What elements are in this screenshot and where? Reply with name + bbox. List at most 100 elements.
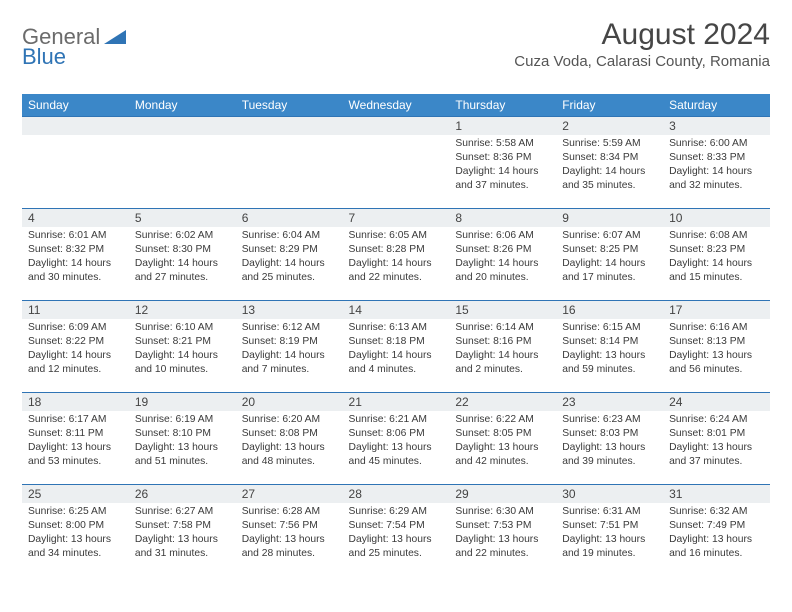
day-number	[343, 116, 450, 135]
calendar-week-row: 4Sunrise: 6:01 AMSunset: 8:32 PMDaylight…	[22, 208, 770, 300]
day-of-week-header: Wednesday	[343, 94, 450, 116]
day-number: 14	[343, 300, 450, 319]
month-title: August 2024	[514, 18, 770, 51]
day-details: Sunrise: 5:59 AMSunset: 8:34 PMDaylight:…	[556, 135, 663, 197]
logo-text-blue: Blue	[22, 44, 66, 69]
header: General August 2024 Cuza Voda, Calarasi …	[22, 18, 770, 70]
day-number: 8	[449, 208, 556, 227]
calendar-day-cell: 14Sunrise: 6:13 AMSunset: 8:18 PMDayligh…	[343, 300, 450, 392]
day-details: Sunrise: 6:30 AMSunset: 7:53 PMDaylight:…	[449, 503, 556, 565]
day-details: Sunrise: 6:22 AMSunset: 8:05 PMDaylight:…	[449, 411, 556, 473]
day-number: 17	[663, 300, 770, 319]
day-details: Sunrise: 6:00 AMSunset: 8:33 PMDaylight:…	[663, 135, 770, 197]
day-of-week-header: Tuesday	[236, 94, 343, 116]
calendar-day-cell: 23Sunrise: 6:23 AMSunset: 8:03 PMDayligh…	[556, 392, 663, 484]
day-details: Sunrise: 6:19 AMSunset: 8:10 PMDaylight:…	[129, 411, 236, 473]
day-number: 29	[449, 484, 556, 503]
calendar-day-cell	[129, 116, 236, 208]
day-details: Sunrise: 6:14 AMSunset: 8:16 PMDaylight:…	[449, 319, 556, 381]
calendar-week-row: 1Sunrise: 5:58 AMSunset: 8:36 PMDaylight…	[22, 116, 770, 208]
day-number: 1	[449, 116, 556, 135]
day-details: Sunrise: 6:28 AMSunset: 7:56 PMDaylight:…	[236, 503, 343, 565]
day-number: 31	[663, 484, 770, 503]
calendar-day-cell: 11Sunrise: 6:09 AMSunset: 8:22 PMDayligh…	[22, 300, 129, 392]
day-details: Sunrise: 6:12 AMSunset: 8:19 PMDaylight:…	[236, 319, 343, 381]
day-number: 26	[129, 484, 236, 503]
day-details: Sunrise: 6:25 AMSunset: 8:00 PMDaylight:…	[22, 503, 129, 565]
day-details: Sunrise: 6:15 AMSunset: 8:14 PMDaylight:…	[556, 319, 663, 381]
day-details: Sunrise: 6:20 AMSunset: 8:08 PMDaylight:…	[236, 411, 343, 473]
calendar-day-cell: 22Sunrise: 6:22 AMSunset: 8:05 PMDayligh…	[449, 392, 556, 484]
day-details: Sunrise: 6:27 AMSunset: 7:58 PMDaylight:…	[129, 503, 236, 565]
day-details: Sunrise: 6:24 AMSunset: 8:01 PMDaylight:…	[663, 411, 770, 473]
day-details: Sunrise: 6:04 AMSunset: 8:29 PMDaylight:…	[236, 227, 343, 289]
day-number: 30	[556, 484, 663, 503]
calendar-day-cell: 13Sunrise: 6:12 AMSunset: 8:19 PMDayligh…	[236, 300, 343, 392]
calendar-day-cell: 15Sunrise: 6:14 AMSunset: 8:16 PMDayligh…	[449, 300, 556, 392]
day-number	[22, 116, 129, 135]
calendar-day-cell: 4Sunrise: 6:01 AMSunset: 8:32 PMDaylight…	[22, 208, 129, 300]
calendar-table: SundayMondayTuesdayWednesdayThursdayFrid…	[22, 94, 770, 576]
calendar-day-cell: 19Sunrise: 6:19 AMSunset: 8:10 PMDayligh…	[129, 392, 236, 484]
day-details: Sunrise: 5:58 AMSunset: 8:36 PMDaylight:…	[449, 135, 556, 197]
calendar-day-cell: 24Sunrise: 6:24 AMSunset: 8:01 PMDayligh…	[663, 392, 770, 484]
day-details: Sunrise: 6:16 AMSunset: 8:13 PMDaylight:…	[663, 319, 770, 381]
day-details: Sunrise: 6:07 AMSunset: 8:25 PMDaylight:…	[556, 227, 663, 289]
day-details: Sunrise: 6:17 AMSunset: 8:11 PMDaylight:…	[22, 411, 129, 473]
calendar-day-cell	[343, 116, 450, 208]
title-block: August 2024 Cuza Voda, Calarasi County, …	[514, 18, 770, 70]
calendar-day-cell: 21Sunrise: 6:21 AMSunset: 8:06 PMDayligh…	[343, 392, 450, 484]
calendar-day-cell: 30Sunrise: 6:31 AMSunset: 7:51 PMDayligh…	[556, 484, 663, 576]
day-of-week-row: SundayMondayTuesdayWednesdayThursdayFrid…	[22, 94, 770, 116]
day-number: 20	[236, 392, 343, 411]
day-details: Sunrise: 6:05 AMSunset: 8:28 PMDaylight:…	[343, 227, 450, 289]
day-number: 4	[22, 208, 129, 227]
calendar-day-cell: 2Sunrise: 5:59 AMSunset: 8:34 PMDaylight…	[556, 116, 663, 208]
day-number: 28	[343, 484, 450, 503]
calendar-day-cell	[236, 116, 343, 208]
day-number: 22	[449, 392, 556, 411]
calendar-day-cell: 12Sunrise: 6:10 AMSunset: 8:21 PMDayligh…	[129, 300, 236, 392]
day-number: 12	[129, 300, 236, 319]
calendar-body: 1Sunrise: 5:58 AMSunset: 8:36 PMDaylight…	[22, 116, 770, 576]
day-details: Sunrise: 6:21 AMSunset: 8:06 PMDaylight:…	[343, 411, 450, 473]
calendar-day-cell: 26Sunrise: 6:27 AMSunset: 7:58 PMDayligh…	[129, 484, 236, 576]
day-number: 13	[236, 300, 343, 319]
calendar-day-cell	[22, 116, 129, 208]
calendar-day-cell: 9Sunrise: 6:07 AMSunset: 8:25 PMDaylight…	[556, 208, 663, 300]
calendar-day-cell: 3Sunrise: 6:00 AMSunset: 8:33 PMDaylight…	[663, 116, 770, 208]
day-details: Sunrise: 6:01 AMSunset: 8:32 PMDaylight:…	[22, 227, 129, 289]
day-number	[129, 116, 236, 135]
day-number: 2	[556, 116, 663, 135]
day-number: 6	[236, 208, 343, 227]
day-number: 5	[129, 208, 236, 227]
calendar-week-row: 25Sunrise: 6:25 AMSunset: 8:00 PMDayligh…	[22, 484, 770, 576]
calendar-day-cell: 16Sunrise: 6:15 AMSunset: 8:14 PMDayligh…	[556, 300, 663, 392]
day-details: Sunrise: 6:10 AMSunset: 8:21 PMDaylight:…	[129, 319, 236, 381]
logo-blue-wrapper: Blue	[22, 44, 66, 70]
day-number: 7	[343, 208, 450, 227]
day-details: Sunrise: 6:29 AMSunset: 7:54 PMDaylight:…	[343, 503, 450, 565]
calendar-day-cell: 8Sunrise: 6:06 AMSunset: 8:26 PMDaylight…	[449, 208, 556, 300]
day-number: 10	[663, 208, 770, 227]
day-number	[236, 116, 343, 135]
day-number: 16	[556, 300, 663, 319]
day-of-week-header: Monday	[129, 94, 236, 116]
day-details: Sunrise: 6:32 AMSunset: 7:49 PMDaylight:…	[663, 503, 770, 565]
day-details: Sunrise: 6:23 AMSunset: 8:03 PMDaylight:…	[556, 411, 663, 473]
day-number: 11	[22, 300, 129, 319]
calendar-day-cell: 5Sunrise: 6:02 AMSunset: 8:30 PMDaylight…	[129, 208, 236, 300]
day-details: Sunrise: 6:13 AMSunset: 8:18 PMDaylight:…	[343, 319, 450, 381]
day-number: 9	[556, 208, 663, 227]
day-number: 19	[129, 392, 236, 411]
day-number: 25	[22, 484, 129, 503]
day-number: 15	[449, 300, 556, 319]
day-details: Sunrise: 6:02 AMSunset: 8:30 PMDaylight:…	[129, 227, 236, 289]
day-number: 3	[663, 116, 770, 135]
calendar-day-cell: 29Sunrise: 6:30 AMSunset: 7:53 PMDayligh…	[449, 484, 556, 576]
day-of-week-header: Sunday	[22, 94, 129, 116]
day-details: Sunrise: 6:31 AMSunset: 7:51 PMDaylight:…	[556, 503, 663, 565]
day-number: 18	[22, 392, 129, 411]
day-details: Sunrise: 6:08 AMSunset: 8:23 PMDaylight:…	[663, 227, 770, 289]
calendar-day-cell: 10Sunrise: 6:08 AMSunset: 8:23 PMDayligh…	[663, 208, 770, 300]
